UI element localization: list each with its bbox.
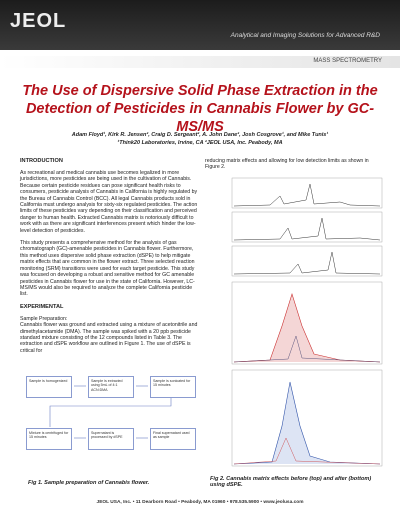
figure-2-caption: Fig 2. Cannabis matrix effects before (t…: [210, 476, 372, 488]
paragraph: As recreational and medical cannabis use…: [20, 170, 198, 234]
title: The Use of Dispersive Solid Phase Extrac…: [22, 83, 378, 135]
step-box: Sample is extracted using 5mL of 4:1 ACN…: [88, 376, 134, 398]
heading: INTRODUCTION: [20, 158, 63, 164]
step-box: Mixture is centrifuged for 15 minutes: [26, 428, 72, 450]
paragraph: This study presents a comprehensive meth…: [20, 240, 195, 298]
figure-1-caption: Fig 1. Sample preparation of Cannabis fl…: [28, 480, 150, 486]
paragraph: Cannabis flower was ground and extracted…: [20, 322, 198, 354]
left-column: INTRODUCTION As recreational and medical…: [20, 158, 198, 360]
subheading: Sample Preparation:: [20, 315, 68, 322]
step-box: Final supernatant used as sample: [150, 428, 196, 450]
step-box: Supernatant is processed by dSPE: [88, 428, 134, 450]
section-band: [0, 56, 400, 68]
step-box: Sample is homogenized: [26, 376, 72, 398]
arrows: [49, 385, 172, 439]
paragraph: reducing matrix effects and allowing for…: [205, 158, 369, 171]
logo: JEOL: [10, 10, 67, 32]
figure-1: Sample is homogenized Sample is extracte…: [20, 372, 200, 476]
section-label: MASS SPECTROMETRY: [313, 58, 382, 64]
heading: EXPERIMENTAL: [20, 303, 64, 310]
header-band: [0, 0, 400, 50]
step-box: Sample is sonicated for 15 minutes: [150, 376, 196, 398]
tagline: Analytical and Imaging Solutions for Adv…: [230, 32, 380, 39]
footer: JEOL USA, Inc. • 11 Dearborn Road • Peab…: [96, 500, 304, 505]
figure-2: [231, 177, 383, 467]
authors: Adam Floyd¹, Kirk R. Jensen², Craig D. S…: [71, 132, 329, 138]
affiliation: ¹Think20 Laboratories, Irvine, CA ²JEOL …: [117, 140, 283, 146]
